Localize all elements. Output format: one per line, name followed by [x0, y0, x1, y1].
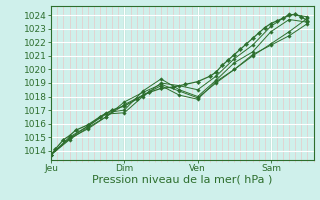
X-axis label: Pression niveau de la mer( hPa ): Pression niveau de la mer( hPa ) [92, 175, 273, 185]
